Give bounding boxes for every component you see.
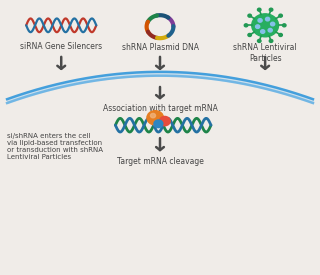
Text: Target mRNA cleavage: Target mRNA cleavage: [116, 157, 204, 166]
Circle shape: [154, 120, 163, 128]
Circle shape: [150, 113, 156, 118]
Text: siRNA Gene Silencers: siRNA Gene Silencers: [20, 42, 102, 51]
Circle shape: [269, 8, 273, 11]
Circle shape: [159, 116, 170, 126]
Text: Association with target mRNA: Association with target mRNA: [103, 104, 217, 113]
Circle shape: [244, 24, 248, 27]
Circle shape: [258, 8, 261, 11]
Circle shape: [269, 39, 273, 42]
Circle shape: [258, 19, 262, 22]
Text: shRNA Plasmid DNA: shRNA Plasmid DNA: [122, 43, 198, 52]
Circle shape: [260, 30, 265, 33]
Circle shape: [266, 17, 270, 21]
Circle shape: [268, 28, 272, 32]
Circle shape: [252, 14, 278, 37]
Circle shape: [258, 39, 261, 42]
Circle shape: [147, 111, 164, 125]
Circle shape: [283, 24, 286, 27]
Text: si/shRNA enters the cell
via lipid-based transfection
or transduction with shRNA: si/shRNA enters the cell via lipid-based…: [7, 133, 103, 160]
Circle shape: [256, 25, 260, 28]
Text: shRNA Lentiviral
Particles: shRNA Lentiviral Particles: [233, 43, 297, 62]
Circle shape: [271, 22, 275, 26]
Circle shape: [279, 34, 282, 37]
Circle shape: [248, 34, 252, 37]
Circle shape: [279, 14, 282, 17]
Circle shape: [248, 14, 252, 17]
